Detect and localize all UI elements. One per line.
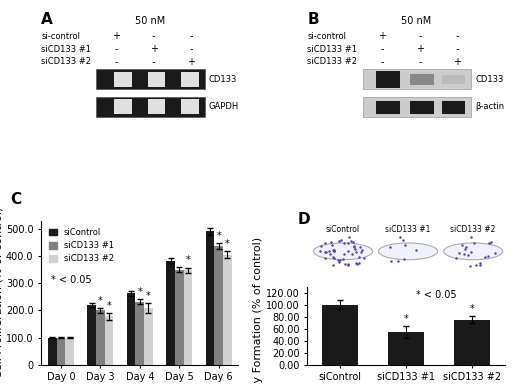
Text: A: A (41, 12, 53, 26)
Legend: siControl, siCD133 #1, siCD133 #2: siControl, siCD133 #1, siCD133 #2 (45, 225, 117, 267)
Bar (166, 261, 175, 365)
Text: siCD133 #2: siCD133 #2 (307, 58, 357, 66)
Text: -: - (381, 44, 384, 54)
Circle shape (379, 243, 438, 260)
Text: siCD133 #2: siCD133 #2 (41, 58, 91, 66)
Bar (148, 72, 165, 86)
Bar (57, 338, 65, 365)
Bar (96, 97, 205, 117)
Y-axis label: Colony Formation (% of control): Colony Formation (% of control) (253, 237, 263, 384)
Bar (48, 338, 57, 365)
Text: *: * (225, 239, 230, 249)
Bar (65, 338, 74, 365)
Text: -: - (152, 57, 156, 67)
Bar (96, 310, 105, 365)
Text: *: * (216, 231, 221, 241)
Bar (376, 71, 400, 88)
Bar (148, 99, 165, 114)
Text: -: - (190, 31, 193, 41)
Circle shape (443, 243, 503, 260)
Text: -: - (114, 44, 118, 54)
Text: GAPDH: GAPDH (209, 102, 239, 111)
Text: siCD133 #1: siCD133 #1 (41, 45, 91, 53)
Bar (205, 232, 214, 365)
Bar (127, 293, 135, 365)
Text: +: + (112, 31, 120, 41)
Text: 50 nM: 50 nM (134, 16, 165, 26)
Text: *: * (470, 304, 474, 314)
Text: siControl: siControl (326, 225, 360, 234)
Text: *: * (138, 287, 142, 297)
Text: -: - (190, 44, 193, 54)
Text: siCD133 #2: siCD133 #2 (451, 225, 496, 234)
Bar (88, 305, 96, 365)
Bar (441, 75, 465, 84)
Text: *: * (107, 301, 111, 311)
Text: * < 0.05: * < 0.05 (51, 275, 92, 285)
Y-axis label: Cell Proliferation (% of control): Cell Proliferation (% of control) (0, 207, 3, 378)
Text: * < 0.05: * < 0.05 (416, 290, 457, 300)
Bar (175, 270, 184, 365)
Text: B: B (307, 12, 319, 26)
Text: +: + (187, 57, 195, 67)
Text: -: - (152, 31, 156, 41)
Bar (135, 302, 144, 365)
Bar (441, 101, 465, 114)
Text: -: - (456, 44, 459, 54)
Text: +: + (453, 57, 461, 67)
Text: -: - (456, 31, 459, 41)
Text: +: + (150, 44, 158, 54)
Text: si-control: si-control (307, 31, 347, 41)
Text: -: - (418, 57, 422, 67)
Bar (144, 308, 153, 365)
Bar (105, 316, 113, 365)
Text: CD133: CD133 (209, 75, 237, 84)
Text: +: + (416, 44, 424, 54)
Bar (184, 270, 192, 365)
Bar (114, 99, 132, 114)
Text: CD133: CD133 (475, 75, 504, 84)
Text: si-control: si-control (41, 31, 80, 41)
Text: siCD133 #1: siCD133 #1 (307, 45, 357, 53)
Bar (223, 255, 232, 365)
Bar (410, 101, 434, 114)
Text: *: * (146, 291, 151, 301)
Text: -: - (381, 57, 384, 67)
Bar (454, 319, 490, 365)
Text: -: - (418, 31, 422, 41)
Bar (363, 97, 471, 117)
Bar (181, 99, 199, 114)
Bar (181, 72, 199, 86)
Text: *: * (404, 314, 408, 324)
Text: -: - (114, 57, 118, 67)
Text: D: D (298, 212, 310, 227)
Text: siCD133 #1: siCD133 #1 (385, 225, 431, 234)
Bar (376, 101, 400, 114)
Bar (388, 332, 424, 365)
Bar (114, 72, 132, 86)
Circle shape (314, 243, 372, 260)
Text: *: * (98, 296, 103, 306)
Text: C: C (10, 192, 22, 207)
Text: 50 nM: 50 nM (401, 16, 431, 26)
Bar (322, 305, 358, 365)
Text: *: * (185, 255, 191, 265)
Text: +: + (379, 31, 386, 41)
Bar (410, 73, 434, 85)
Bar (214, 246, 223, 365)
Bar (96, 69, 205, 89)
Text: β-actin: β-actin (475, 102, 504, 111)
Bar (363, 69, 471, 89)
